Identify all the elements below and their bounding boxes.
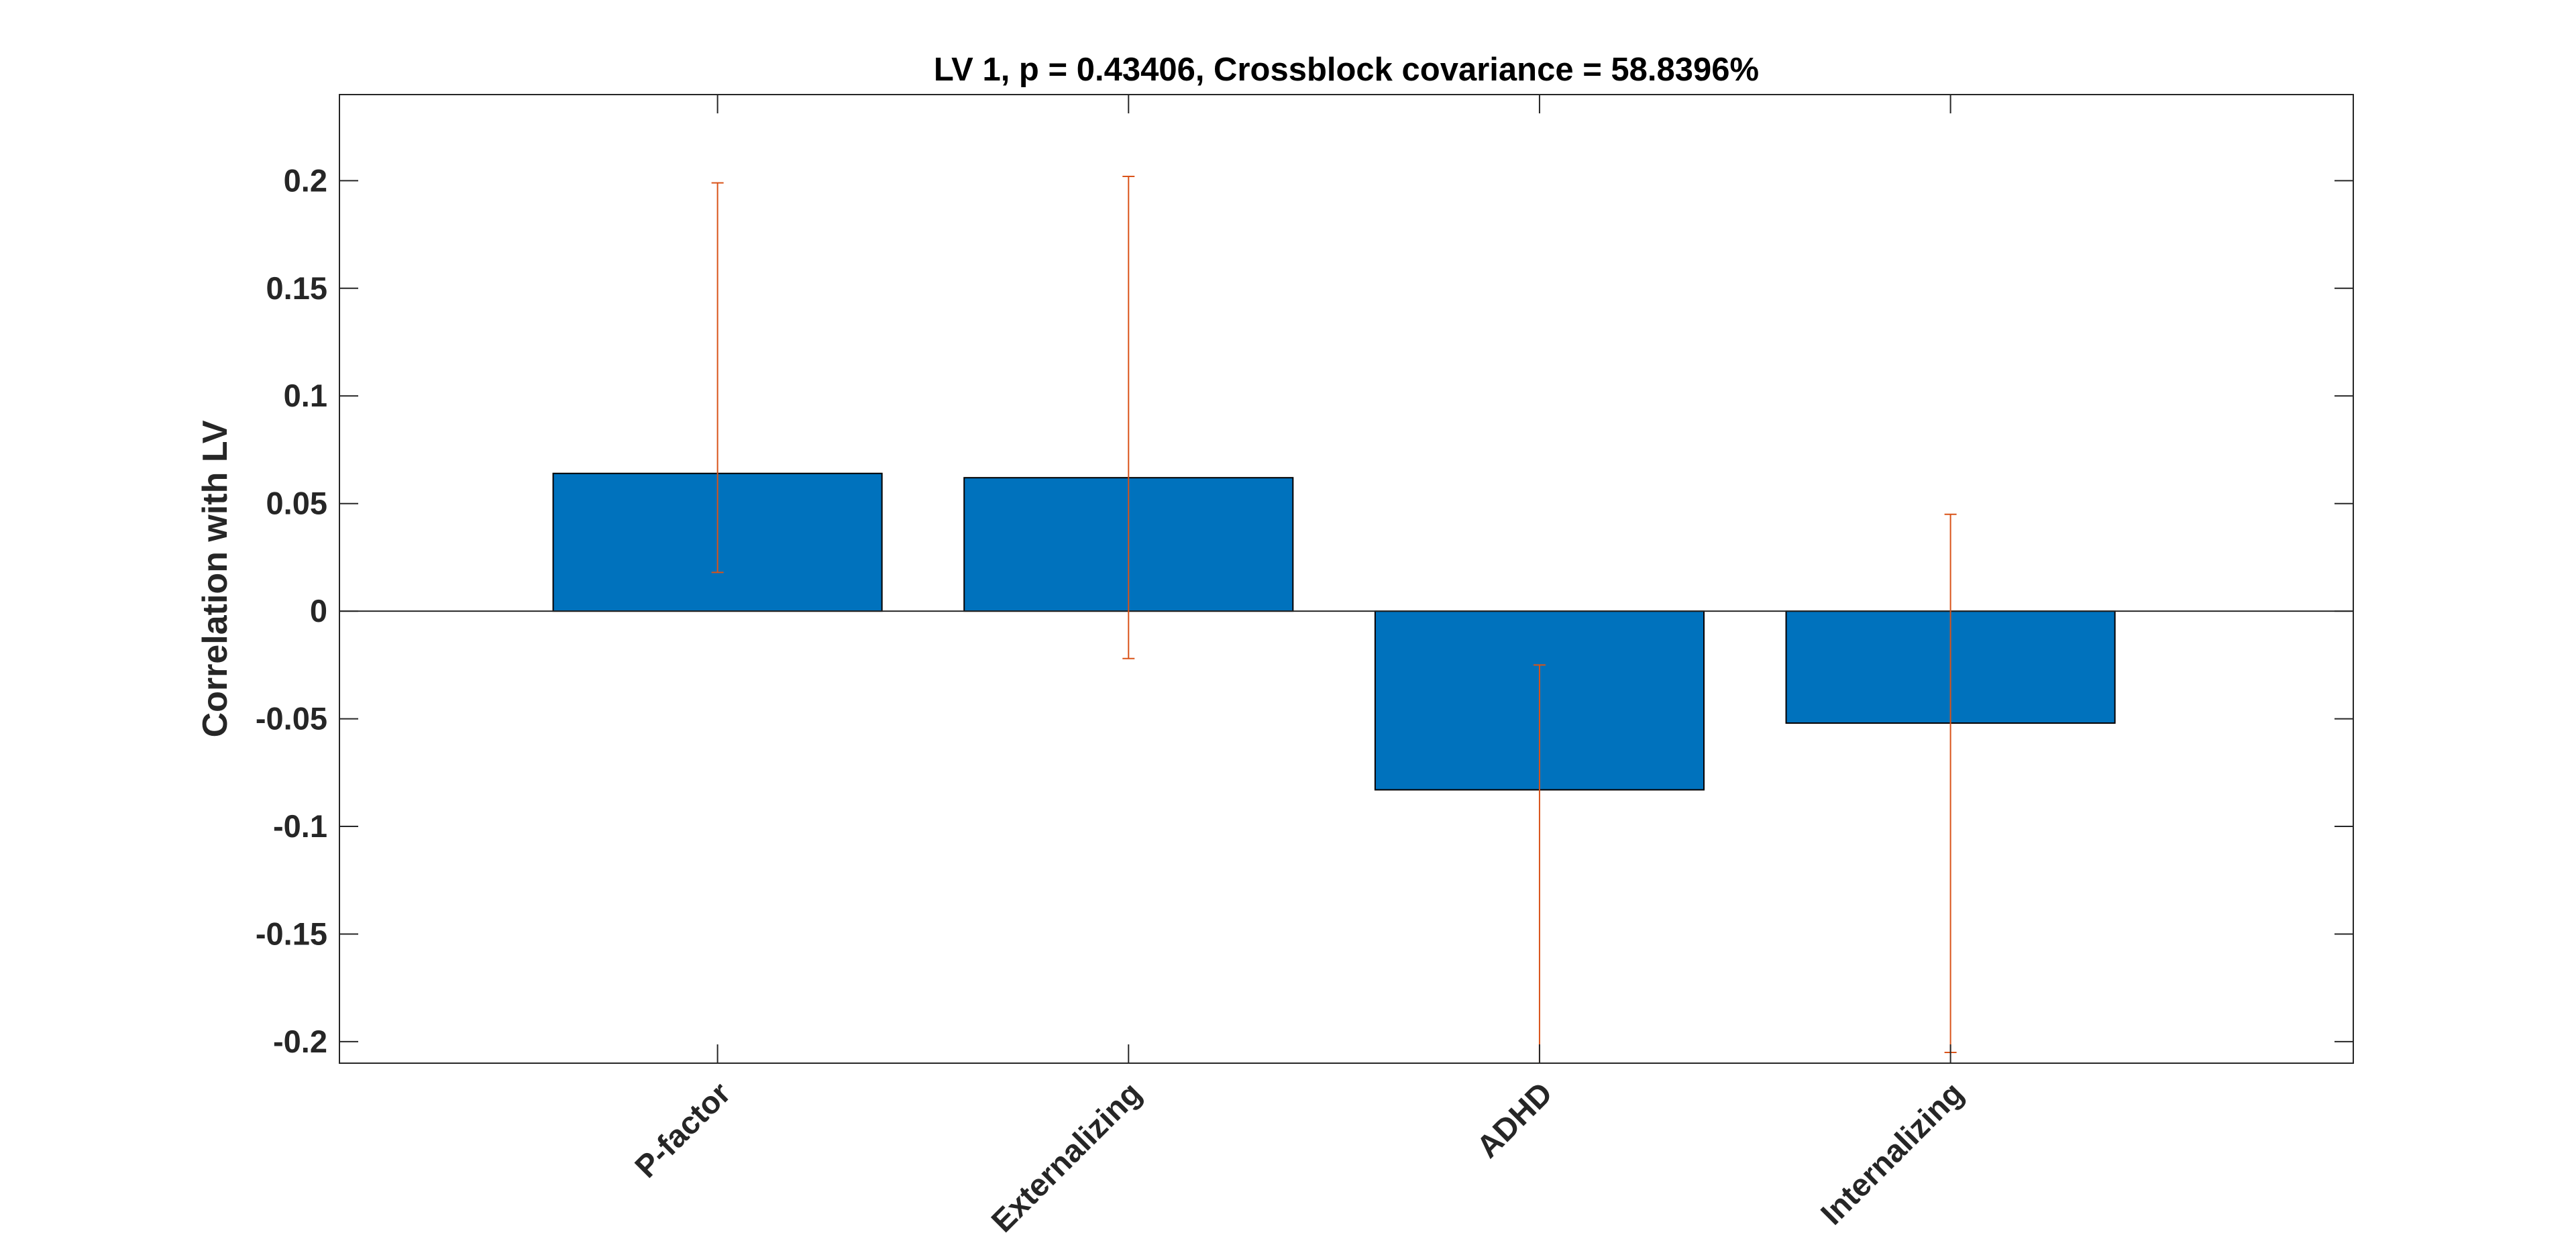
y-tick-label: 0.15 [266, 270, 327, 306]
chart-title: LV 1, p = 0.43406, Crossblock covariance… [934, 52, 1759, 88]
plot-frame [339, 94, 2354, 1064]
y-axis-label: Correlation with LV [196, 420, 235, 737]
y-tick-label: 0 [310, 593, 327, 629]
y-tick-label: 0.2 [284, 162, 327, 198]
y-tick-label: -0.2 [273, 1024, 327, 1059]
y-tick-label: -0.05 [256, 701, 327, 737]
x-tick-label-internalizing: Internalizing [1813, 1075, 1970, 1232]
y-tick-label: -0.15 [256, 916, 327, 951]
y-tick-label: -0.1 [273, 808, 327, 844]
y-tick-label: 0.05 [266, 486, 327, 521]
x-tick-label-externalizing: Externalizing [984, 1075, 1148, 1239]
x-tick-label-adhd: ADHD [1470, 1075, 1559, 1164]
x-tick-label-p-factor: P-factor [628, 1075, 737, 1185]
y-tick-label: 0.1 [284, 378, 327, 413]
